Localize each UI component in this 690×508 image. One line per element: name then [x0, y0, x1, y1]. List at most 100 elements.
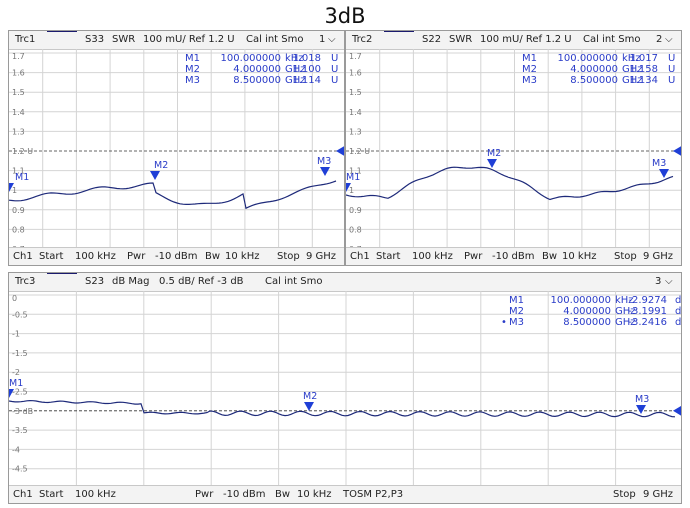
trace-name[interactable]: Trc3	[15, 276, 36, 287]
chevron-down-icon[interactable]: ⌵	[665, 34, 673, 45]
start-label: Start	[39, 251, 64, 262]
channel-label: Ch1	[13, 251, 33, 262]
y-tick-label: -4.5	[12, 465, 28, 474]
trace-name[interactable]: Trc1	[15, 34, 36, 45]
trace-name[interactable]: Trc2	[352, 34, 373, 45]
power-value[interactable]: -10 dBm	[492, 251, 535, 262]
marker-label[interactable]: M1	[15, 172, 29, 183]
s-parameter[interactable]: S23	[85, 276, 105, 287]
marker-readout-unit: GHz	[622, 75, 643, 86]
marker-readout-stimulus: 8.500000	[233, 75, 281, 86]
start-value[interactable]: 100 kHz	[412, 251, 453, 262]
stop-value[interactable]: 9 GHz	[643, 251, 674, 262]
marker-label[interactable]: M3	[652, 158, 666, 169]
start-value[interactable]: 100 kHz	[75, 489, 116, 500]
marker-readout-name: M2	[509, 306, 524, 317]
marker-triangle[interactable]	[636, 405, 646, 414]
trace-window-3[interactable]: Trc3 S23 dB Mag 0.5 dB/ Ref -3 dB Cal in…	[8, 272, 682, 504]
marker-readout-value: -3.1991	[628, 306, 667, 317]
chevron-down-icon[interactable]: ⌵	[328, 34, 336, 45]
s-parameter[interactable]: S22	[422, 34, 442, 45]
y-tick-label: 1.2 U	[12, 147, 33, 156]
marker-readout-unit: dB	[675, 306, 682, 317]
marker-readout-value: 1.018	[292, 53, 321, 64]
marker-triangle[interactable]	[150, 171, 160, 180]
plot-area[interactable]: 1.71.61.51.41.31.2 U1.110.90.80.7M1M2M3M…	[346, 49, 682, 249]
marker-readout-stimulus: 8.500000	[570, 75, 618, 86]
measurement-trace[interactable]	[9, 399, 676, 418]
reference-level-arrow[interactable]	[673, 405, 682, 417]
bandwidth-value[interactable]: 10 kHz	[297, 489, 332, 500]
reference-level-arrow[interactable]	[336, 145, 345, 157]
power-label: Pwr	[464, 251, 483, 262]
y-tick-label: 1.2 U	[349, 147, 370, 156]
marker-label[interactable]: M2	[303, 391, 317, 402]
format[interactable]: SWR	[449, 34, 473, 45]
marker-triangle[interactable]	[9, 183, 14, 192]
bandwidth-label: Bw	[542, 251, 558, 262]
window-number: 2	[656, 34, 663, 45]
stop-value[interactable]: 9 GHz	[306, 251, 337, 262]
scale[interactable]: 100 mU/ Ref 1.2 U	[143, 34, 235, 45]
marker-readout-unit: kHz	[285, 53, 304, 64]
marker-readout-unit: U	[668, 75, 675, 86]
stop-label: Stop	[277, 251, 300, 262]
scale[interactable]: 100 mU/ Ref 1.2 U	[480, 34, 572, 45]
marker-label[interactable]: M3	[635, 394, 649, 405]
trace-header[interactable]: Trc3 S23 dB Mag 0.5 dB/ Ref -3 dB Cal in…	[9, 273, 681, 292]
marker-triangle[interactable]	[659, 169, 669, 178]
bandwidth-value[interactable]: 10 kHz	[562, 251, 597, 262]
marker-label[interactable]: M3	[317, 156, 331, 167]
y-tick-label: 1.1	[349, 167, 362, 176]
plot-area[interactable]: 1.71.61.51.41.31.2 U1.110.90.80.7M1M2M3M…	[9, 49, 345, 249]
y-tick-label: -1	[12, 330, 20, 339]
y-tick-label: 1.5	[12, 88, 25, 97]
y-tick-label: 1.7	[12, 52, 25, 61]
marker-readout-unit: kHz	[615, 295, 634, 306]
marker-readout-stimulus: 4.000000	[570, 64, 618, 75]
cal-status: Cal int Smo	[583, 34, 641, 45]
marker-readout-name: M2	[185, 64, 200, 75]
stop-value[interactable]: 9 GHz	[643, 489, 674, 500]
trace-window-1[interactable]: Trc1 S33 SWR 100 mU/ Ref 1.2 U Cal int S…	[8, 30, 345, 266]
marker-label[interactable]: M1	[346, 172, 360, 183]
marker-readout-unit: dB	[675, 295, 682, 306]
marker-triangle[interactable]	[304, 402, 314, 411]
marker-triangle[interactable]	[487, 159, 497, 168]
marker-triangle[interactable]	[320, 167, 330, 176]
cal-status: Cal int Smo	[246, 34, 304, 45]
bandwidth-value[interactable]: 10 kHz	[225, 251, 260, 262]
marker-label[interactable]: M2	[154, 160, 168, 171]
marker-triangle[interactable]	[9, 389, 14, 398]
trace-header[interactable]: Trc2 S22 SWR 100 mU/ Ref 1.2 U Cal int S…	[346, 31, 681, 50]
trace-header[interactable]: Trc1 S33 SWR 100 mU/ Ref 1.2 U Cal int S…	[9, 31, 344, 50]
measurement-trace[interactable]	[9, 180, 337, 210]
marker-readout-value: -3.2416	[628, 317, 667, 328]
plot-area[interactable]: 0-0.5-1-1.5-2-2.5-3 dB-3.5-4-4.5-5M1M2M3…	[9, 291, 682, 488]
y-tick-label: 1.7	[349, 52, 362, 61]
marker-readout-unit: GHz	[615, 306, 636, 317]
scale[interactable]: 0.5 dB/ Ref -3 dB	[159, 276, 244, 287]
marker-readout-stimulus: 4.000000	[233, 64, 281, 75]
power-value[interactable]: -10 dBm	[223, 489, 266, 500]
trace-legend-line	[47, 31, 77, 32]
reference-level-arrow[interactable]	[673, 145, 682, 157]
format[interactable]: dB Mag	[112, 276, 150, 287]
marker-readout-unit: U	[331, 64, 338, 75]
marker-readout-unit: U	[668, 53, 675, 64]
format[interactable]: SWR	[112, 34, 136, 45]
y-tick-label: 0.8	[349, 225, 362, 234]
trace-window-2[interactable]: Trc2 S22 SWR 100 mU/ Ref 1.2 U Cal int S…	[345, 30, 682, 266]
s-parameter[interactable]: S33	[85, 34, 105, 45]
start-value[interactable]: 100 kHz	[75, 251, 116, 262]
marker-label[interactable]: M2	[487, 148, 501, 159]
marker-readout-name: M3	[522, 75, 537, 86]
marker-readout-name: M2	[522, 64, 537, 75]
marker-label[interactable]: M1	[9, 378, 23, 389]
marker-readout-stimulus: 4.000000	[563, 306, 611, 317]
power-value[interactable]: -10 dBm	[155, 251, 198, 262]
trace-legend-line	[47, 273, 77, 274]
marker-triangle[interactable]	[346, 183, 351, 192]
chevron-down-icon[interactable]: ⌵	[665, 276, 673, 287]
measurement-trace[interactable]	[346, 166, 674, 201]
